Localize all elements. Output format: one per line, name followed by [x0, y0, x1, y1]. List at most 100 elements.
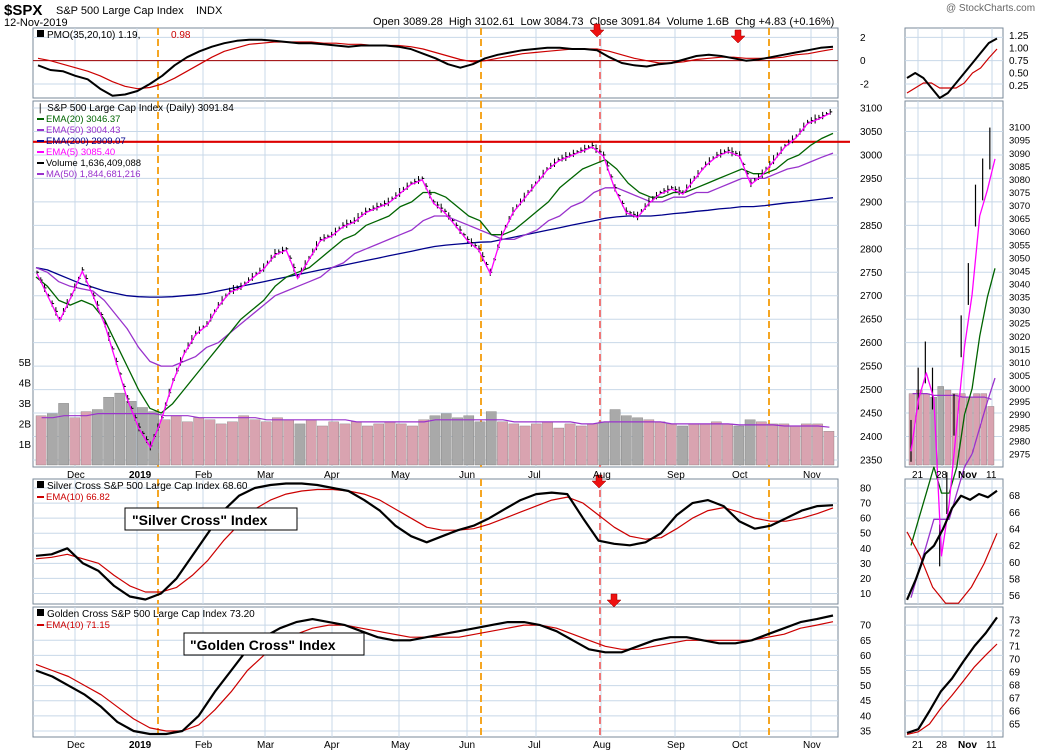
volume-bar — [756, 421, 767, 466]
pmo-top-arrow-icon — [589, 23, 605, 38]
volume-bar — [452, 417, 463, 466]
x-axis-month-label: Feb — [195, 740, 213, 751]
volume-bar — [654, 421, 666, 466]
silver-zoom-tick-label: 62 — [1009, 541, 1021, 552]
zoom-ema20-line — [910, 268, 996, 546]
price-zoom-tick-label: 2990 — [1009, 410, 1030, 421]
x-axis-month-label: Nov — [803, 470, 821, 481]
x-axis-month-label: Jul — [528, 740, 541, 751]
volume-bar — [58, 403, 69, 466]
volume-tick-label: 5B — [19, 358, 32, 369]
pmo-legend-swatch — [37, 30, 44, 37]
x-axis-month-label: Mar — [257, 740, 275, 751]
volume-bar — [699, 423, 711, 466]
price-tick-label: 3100 — [860, 104, 883, 115]
volume-bar — [474, 421, 486, 466]
header-exchange: INDX — [196, 5, 223, 17]
x-axis-month-label: Dec — [67, 740, 85, 751]
x-axis-month-label: Oct — [732, 740, 748, 751]
price-legend-item: EMA(20) 3046.37 — [46, 114, 120, 125]
price-zoom-tick-label: 3065 — [1009, 214, 1030, 225]
pmo-oct-arrow-icon — [730, 29, 746, 44]
price-zoom-tick-label: 3070 — [1009, 201, 1030, 212]
volume-bar — [677, 425, 688, 466]
golden-panel — [32, 606, 839, 738]
volume-bar — [283, 419, 294, 466]
price-tick-label: 3000 — [860, 150, 883, 161]
pmo-signal-line — [37, 41, 834, 90]
price-zoom-tick-label: 3025 — [1009, 319, 1030, 330]
volume-bar — [778, 423, 790, 466]
price-panel — [32, 100, 839, 468]
price-legend-item: EMA(200) 2909.07 — [46, 136, 126, 147]
price-tick-label: 2450 — [860, 409, 883, 420]
price-tick-label: 3050 — [860, 127, 883, 138]
volume-bar — [666, 423, 677, 466]
price-zoom-tick-label: 3040 — [1009, 280, 1030, 291]
price-zoom-tick-label: 2985 — [1009, 423, 1030, 434]
silver-tick-label: 20 — [860, 574, 872, 585]
price-zoom-tick-label: 3000 — [1009, 384, 1030, 395]
price-tick-label: 2950 — [860, 174, 883, 185]
price-tick-label: 2350 — [860, 455, 883, 466]
price-zoom-tick-label: 3090 — [1009, 149, 1030, 160]
price-zoom-tick-label: 3030 — [1009, 306, 1030, 317]
volume-bar — [238, 415, 249, 466]
golden-tick-label: 70 — [860, 621, 872, 632]
price-zoom-tick-label: 3060 — [1009, 227, 1030, 238]
pmo-zoom-tick-label: 1.00 — [1009, 44, 1029, 55]
volume-bar — [485, 411, 497, 466]
volume-bar — [801, 423, 812, 466]
silver-zoom-tick-label: 68 — [1009, 491, 1021, 502]
volume-bar — [193, 417, 204, 466]
x-axis-month-label: Sep — [667, 740, 685, 751]
x-axis-month-label: Dec — [67, 470, 85, 481]
x-axis-month-label: Jul — [528, 470, 541, 481]
low-value: 3084.73 — [543, 16, 584, 28]
header-ohlc: Open 3089.28 High 3102.61 Low 3084.73 Cl… — [373, 16, 834, 28]
silver-zoom-line — [905, 489, 998, 601]
volume-bar — [272, 417, 283, 466]
volume-bar — [429, 415, 441, 466]
price-legend-item: MA(50) 1,844,681,216 — [46, 169, 141, 180]
zoom-x-axis-label: 28 — [936, 470, 948, 481]
header-watermark: @ StockCharts.com — [946, 3, 1036, 14]
volume-bar — [373, 423, 385, 466]
volume-bar — [497, 421, 508, 466]
zoom-x-axis-label: 28 — [936, 740, 948, 751]
price-tick-label: 2700 — [860, 291, 883, 302]
volume-bar — [182, 421, 193, 466]
volume-tick-label: 3B — [19, 399, 32, 410]
zoom-volume-ma-line — [912, 393, 992, 400]
golden-cross-arrow-icon — [606, 593, 622, 608]
price-tick-label: 2400 — [860, 432, 883, 443]
pmo-tick-label: 2 — [860, 33, 866, 44]
price-zoom-tick-label: 2995 — [1009, 397, 1030, 408]
zoom-volume-bar — [908, 393, 916, 466]
zoom-volume-bar — [937, 386, 944, 466]
golden-zoom-tick-label: 72 — [1009, 629, 1021, 640]
open-label: Open — [373, 16, 400, 28]
price-zoom-tick-label: 3085 — [1009, 162, 1030, 173]
price-zoom-tick-label: 3095 — [1009, 136, 1030, 147]
golden-zoom-tick-label: 69 — [1009, 668, 1021, 679]
zoom-x-axis-label: 11 — [986, 740, 997, 751]
silver-cross-arrow-icon — [591, 474, 607, 489]
price-tick-label: 2800 — [860, 244, 883, 255]
ema200-line — [35, 197, 834, 298]
volume-bar — [137, 407, 148, 466]
zoom-x-axis-label: 21 — [912, 470, 924, 481]
zoom-volume-bar — [923, 393, 930, 466]
price-zoom-tick-label: 2980 — [1009, 436, 1030, 447]
volume-bar — [92, 409, 103, 466]
x-axis-month-label: Apr — [324, 470, 340, 481]
volume-bar — [542, 421, 553, 466]
volume-bar — [159, 419, 171, 466]
ema5-line — [36, 112, 831, 449]
golden-tick-label: 45 — [860, 696, 872, 707]
zoom-volume-bar — [951, 393, 959, 466]
volume-value: 1.6B — [706, 16, 730, 28]
volume-bar — [69, 417, 81, 466]
price-zoom-tick-label: 2975 — [1009, 449, 1030, 460]
